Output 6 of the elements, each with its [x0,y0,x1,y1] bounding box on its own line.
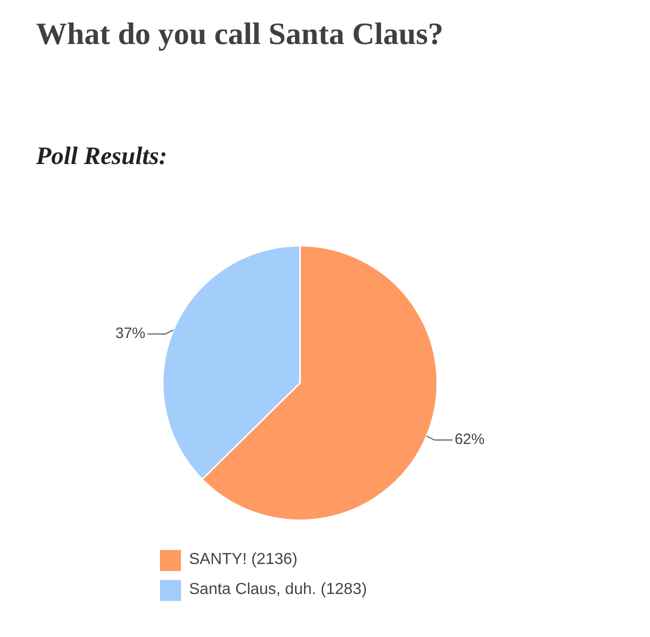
chart-subtitle: Poll Results: [36,143,168,171]
legend-label: Santa Claus, duh. (1283) [189,581,367,599]
chart-title: What do you call Santa Claus? [36,16,444,52]
data-label: 62% [454,431,485,448]
legend-label: SANTY! (2136) [189,551,298,569]
data-label: 37% [115,325,146,342]
